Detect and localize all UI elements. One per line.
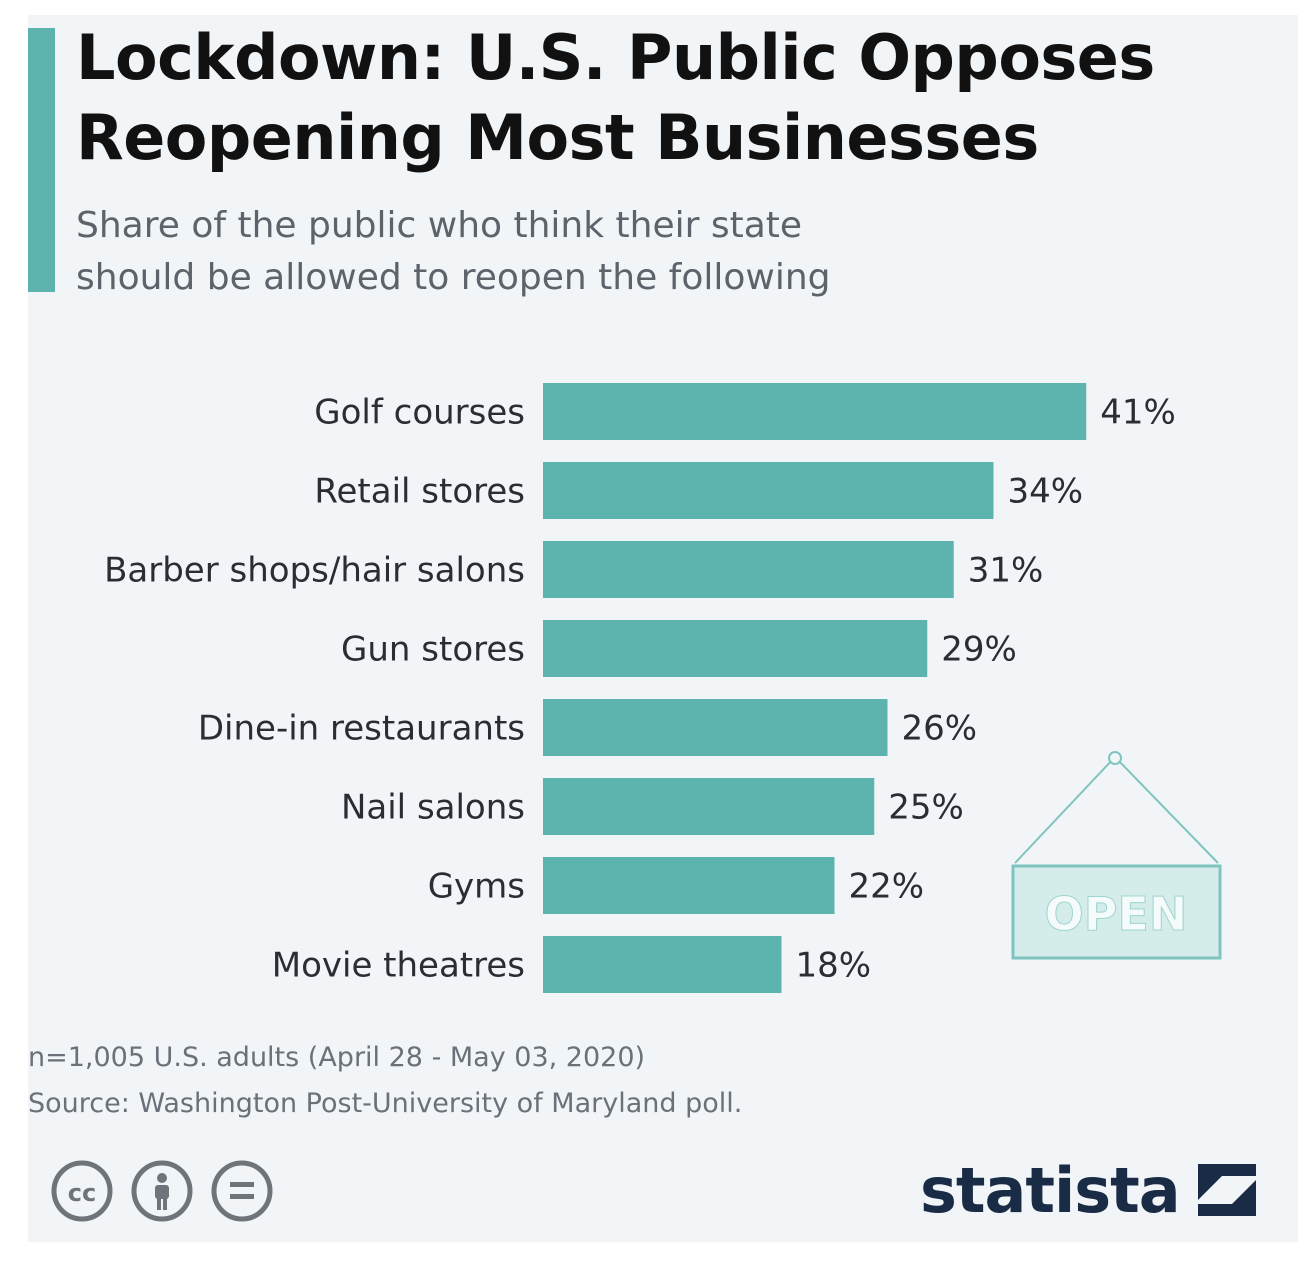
- value-label: 31%: [968, 551, 1044, 591]
- category-label: Golf courses: [314, 393, 525, 433]
- category-label: Dine-in restaurants: [198, 709, 525, 749]
- value-label: 22%: [849, 867, 925, 907]
- svg-text:cc: cc: [68, 1179, 96, 1207]
- value-label: 26%: [902, 709, 978, 749]
- category-label: Nail salons: [341, 788, 525, 828]
- value-label: 18%: [796, 946, 872, 986]
- attribution-icon[interactable]: [131, 1160, 193, 1222]
- chart-footnote: n=1,005 U.S. adults (April 28 - May 03, …: [28, 1035, 928, 1127]
- open-sign-illustration: OPEN: [1011, 751, 1222, 960]
- value-label: 29%: [941, 630, 1017, 670]
- title-accent-bar: [28, 28, 55, 292]
- category-label: Gyms: [428, 867, 525, 907]
- source-note: Source: Washington Post-University of Ma…: [28, 1088, 743, 1119]
- license-icons: cc: [51, 1160, 273, 1222]
- open-sign-text: OPEN: [1045, 887, 1188, 941]
- category-label: Retail stores: [314, 472, 525, 512]
- value-label: 41%: [1100, 393, 1176, 433]
- bar: [543, 462, 994, 519]
- chart-subtitle: Share of the public who think their stat…: [76, 200, 976, 304]
- value-label: 25%: [888, 788, 964, 828]
- no-derivatives-icon[interactable]: [211, 1160, 273, 1222]
- category-label: Gun stores: [341, 630, 525, 670]
- bar: [543, 541, 954, 598]
- statista-logo-icon: [1197, 1164, 1256, 1216]
- open-sign-board: [1011, 864, 1222, 960]
- subtitle-line-2: should be allowed to reopen the followin…: [76, 257, 831, 298]
- value-label: 34%: [1008, 472, 1084, 512]
- title-line-1: Lockdown: U.S. Public Opposes: [76, 21, 1155, 94]
- sample-note: n=1,005 U.S. adults (April 28 - May 03, …: [28, 1042, 646, 1073]
- brand-wordmark: statista: [920, 1153, 1181, 1227]
- bar: [543, 383, 1087, 440]
- subtitle-line-1: Share of the public who think their stat…: [76, 205, 803, 246]
- bar: [543, 778, 875, 835]
- category-label: Movie theatres: [272, 946, 525, 986]
- bars-group: Golf courses 41% Retail stores 34% Barber sh…: [104, 383, 1176, 993]
- creative-commons-icon[interactable]: cc: [51, 1160, 113, 1222]
- bar: [543, 620, 928, 677]
- chart-title: Lockdown: U.S. Public Opposes Reopening …: [76, 18, 1256, 178]
- title-line-2: Reopening Most Businesses: [76, 101, 1039, 174]
- statista-brand[interactable]: statista: [920, 1150, 1262, 1230]
- bar: [543, 857, 835, 914]
- category-label: Barber shops/hair salons: [104, 551, 525, 591]
- bar: [543, 699, 888, 756]
- bar: [543, 936, 782, 993]
